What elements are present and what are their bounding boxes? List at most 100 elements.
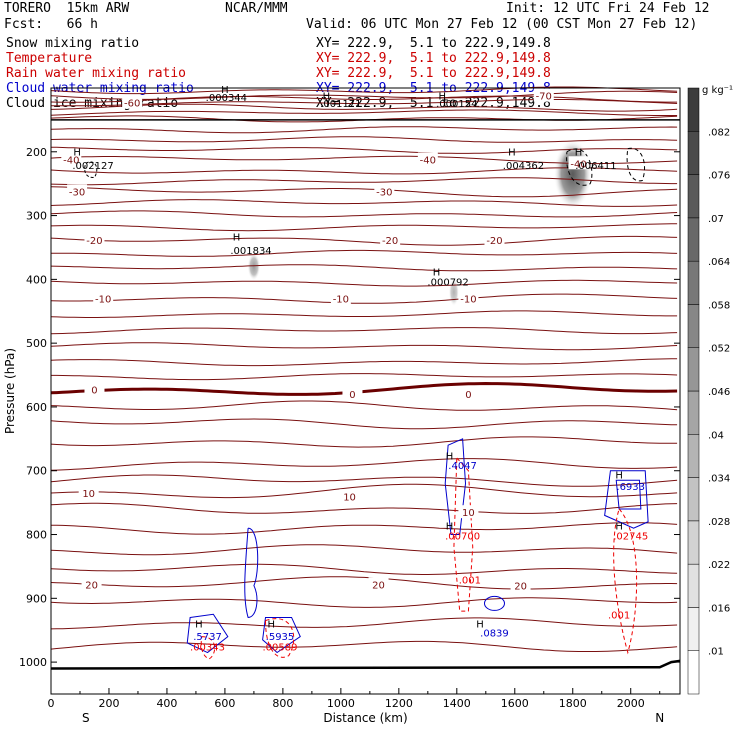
rain-contours <box>84 147 646 660</box>
colorbar-label-1: .016 <box>708 603 730 614</box>
isotherm-label-2: -40 <box>570 159 586 170</box>
maximum-label-10: .001 <box>459 576 481 587</box>
cloud-water-inner-2000 <box>615 479 642 510</box>
isotherm-label-bg-9 <box>330 291 351 305</box>
colorbar-label-8: .058 <box>708 300 730 311</box>
maximum-label-15: .00343 <box>190 643 225 654</box>
isotherm-label-11: 0 <box>91 386 97 397</box>
isotherm-label-16: 10 <box>462 508 475 519</box>
x-tick-label-1000: 1000 <box>327 697 355 710</box>
init-time: Init: 12 UTC Fri 24 Feb 12 <box>506 1 710 16</box>
cloud-water-contours <box>186 438 649 654</box>
isotherm-label-bg-12 <box>342 387 363 401</box>
isotherm-label-bg-5 <box>84 232 105 246</box>
rain-contour-2000 <box>613 508 638 655</box>
isotherm-label-4: -30 <box>376 187 392 198</box>
isotherm-label-20: -70 <box>536 92 552 103</box>
ground-line <box>50 659 681 670</box>
isotherm-label-0: -40 <box>63 155 79 166</box>
isotherm-minor-26 <box>50 522 678 535</box>
isotherm-label-bg-20 <box>533 88 554 102</box>
maximum-marker-9: H <box>446 521 454 532</box>
isotherm-20 <box>50 576 678 590</box>
colorbar-label-0: .01 <box>708 647 724 658</box>
colorbar-box-5 <box>687 434 700 478</box>
isotherm-minor-28 <box>50 563 678 575</box>
isotherm-minor-31 <box>50 640 678 652</box>
plot-border <box>50 87 681 695</box>
cloud-ice-contour-1800 <box>566 148 593 186</box>
maximum-marker-6: H <box>233 232 241 243</box>
isotherm-minor-21 <box>50 418 678 430</box>
maximum-marker-14: H <box>476 620 484 631</box>
field-xy-rain: XY= 222.9, 5.1 to 222.9,149.8 <box>316 66 551 81</box>
isotherm-minor-25 <box>50 502 678 514</box>
maximum-label-17: .00589 <box>262 643 297 654</box>
maximum-marker-4: H <box>508 148 516 159</box>
isotherm-minor-11 <box>50 223 678 232</box>
isotherm-label-12: 0 <box>349 390 355 401</box>
colorbar: .01 .016 .022 .028 .034 .04 .046 .052 .058 .064 .0… <box>687 85 733 695</box>
forecast-hour: Fcst: 66 h <box>4 17 98 32</box>
cloud-ice-contour-100 <box>84 161 98 178</box>
y-axis-label: Pressure (hPa) <box>3 348 17 434</box>
colorbar-box-4 <box>687 477 700 522</box>
maximum-marker-10: H <box>615 470 623 481</box>
y-tick-label-600: 600 <box>26 401 47 414</box>
isotherm-minor-29 <box>50 597 678 608</box>
cloud-water-blob-500 <box>186 613 229 654</box>
field-xy-snow: XY= 222.9, 5.1 to 222.9,149.8 <box>316 36 551 51</box>
colorbar-box-2 <box>687 563 700 608</box>
isotherm-minor-4 <box>50 126 678 134</box>
maximum-label-1: .001171 <box>320 99 361 110</box>
colorbar-label-11: .076 <box>708 171 730 182</box>
maximum-label-11: .6933 <box>616 482 645 493</box>
isotherm-minor-9 <box>50 199 678 207</box>
isotherm-label-bg-6 <box>380 232 401 246</box>
colorbar-box-6 <box>687 390 700 435</box>
isotherm-label-5: -20 <box>86 236 102 247</box>
isotherm-minor-18 <box>50 358 678 367</box>
maximum-label-8: .4047 <box>448 461 477 472</box>
colorbar-box-0 <box>687 650 700 695</box>
colorbar-label-2: .022 <box>708 560 730 571</box>
colorbar-label-12: .082 <box>708 127 730 138</box>
maximum-label-16: .5935 <box>266 632 295 643</box>
isotherm-label-15: 10 <box>343 492 356 503</box>
isotherm-label-bg-8 <box>93 291 114 305</box>
south-label: S <box>82 711 90 725</box>
isotherm-label-bg-11 <box>84 382 105 396</box>
maximum-label-7: .000792 <box>427 278 468 289</box>
maximum-marker-3: H <box>73 148 81 159</box>
x-tick-label-800: 800 <box>272 697 293 710</box>
colorbar-label-3: .028 <box>708 517 730 528</box>
organization: NCAR/MMM <box>225 1 288 16</box>
isotherm-label-19: 20 <box>514 582 527 593</box>
y-tick-label-1000: 1000 <box>19 656 47 669</box>
field-xy-temperature: XY= 222.9, 5.1 to 222.9,149.8 <box>316 51 551 66</box>
cloud-water-column-700 <box>244 527 259 618</box>
maximum-label-5: .006411 <box>575 161 616 172</box>
isotherm-minor-16 <box>50 327 678 335</box>
ground-surface <box>50 119 681 670</box>
model-name: TORERO 15km ARW <box>4 1 130 16</box>
isotherm-minor-10 <box>50 210 678 218</box>
isotherm-minor-15 <box>50 310 678 318</box>
x-axis-label: Distance (km) <box>323 711 407 725</box>
x-tick-label-600: 600 <box>214 697 235 710</box>
temperature-isotherms <box>50 86 678 652</box>
rain-contour-780 <box>264 618 295 658</box>
isotherm-label-bg-16 <box>458 505 479 519</box>
colorbar-box-13 <box>687 87 700 132</box>
maximum-marker-12: H <box>195 620 203 631</box>
maximum-label-13: .001 <box>608 611 630 622</box>
y-tick-label-400: 400 <box>26 273 47 286</box>
isotherm-label-bg-17 <box>81 577 102 591</box>
isotherm-minor-12 <box>51 249 678 257</box>
isotherm-label-7: -20 <box>486 236 502 247</box>
y-tick-label-300: 300 <box>26 210 47 223</box>
isotherm-0 <box>50 381 678 396</box>
maximum-marker-2: H <box>439 91 447 102</box>
isotherm-10 <box>50 483 678 499</box>
isotherm-m50 <box>50 109 678 116</box>
